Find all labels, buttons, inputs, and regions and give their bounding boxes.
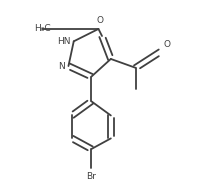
Text: N: N xyxy=(58,61,65,70)
Text: H₃C: H₃C xyxy=(34,25,50,33)
Text: Br: Br xyxy=(86,172,96,181)
Text: O: O xyxy=(164,40,171,49)
Text: HN: HN xyxy=(57,37,70,46)
Text: O: O xyxy=(97,16,104,25)
